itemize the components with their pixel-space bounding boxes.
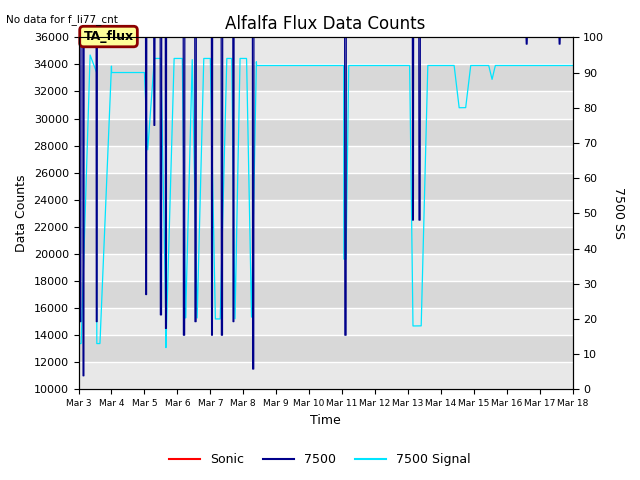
Bar — [79, 200, 573, 227]
Bar — [79, 64, 573, 92]
Bar — [79, 335, 573, 362]
Bar — [79, 362, 573, 389]
Bar — [79, 37, 573, 64]
X-axis label: Time: Time — [310, 414, 341, 427]
Bar — [79, 92, 573, 119]
Bar — [79, 281, 573, 308]
Bar — [79, 227, 573, 254]
Title: Alfalfa Flux Data Counts: Alfalfa Flux Data Counts — [225, 15, 426, 33]
Y-axis label: 7500 SS: 7500 SS — [612, 187, 625, 240]
Bar — [79, 145, 573, 173]
Y-axis label: Data Counts: Data Counts — [15, 175, 28, 252]
Text: TA_flux: TA_flux — [83, 30, 134, 43]
Text: No data for f_li77_cnt: No data for f_li77_cnt — [6, 14, 118, 25]
Bar — [79, 254, 573, 281]
Bar — [79, 119, 573, 145]
Bar — [79, 173, 573, 200]
Bar — [79, 308, 573, 335]
Legend: Sonic, 7500, 7500 Signal: Sonic, 7500, 7500 Signal — [164, 448, 476, 471]
